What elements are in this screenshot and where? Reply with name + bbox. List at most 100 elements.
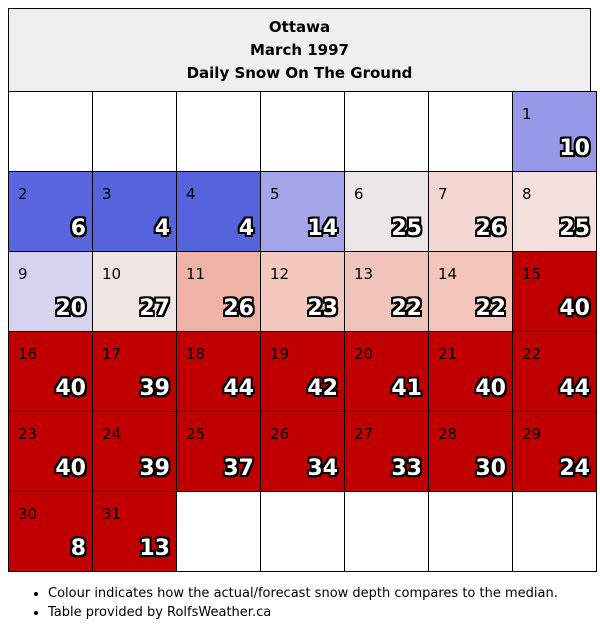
day-cell: 30 8 [8, 491, 93, 572]
day-cell: 25 37 [176, 411, 261, 492]
snow-depth-value: 25 [391, 216, 422, 241]
day-number: 20 [354, 345, 374, 363]
day-cell: 22 44 [512, 331, 597, 412]
day-cell: 17 39 [92, 331, 177, 412]
snow-depth-value: 41 [391, 376, 422, 401]
day-cell: 28 30 [428, 411, 513, 492]
day-number: 3 [102, 185, 112, 203]
day-cell: 19 42 [260, 331, 345, 412]
day-number: 28 [438, 425, 458, 443]
day-cell: 13 22 [344, 251, 429, 332]
day-cell: 26 34 [260, 411, 345, 492]
snow-depth-value: 40 [559, 296, 590, 321]
day-number: 4 [186, 185, 196, 203]
day-number: 30 [18, 505, 38, 523]
day-cell: 6 25 [344, 171, 429, 252]
day-number: 26 [270, 425, 290, 443]
snow-depth-value: 39 [139, 376, 170, 401]
day-cell: 29 24 [512, 411, 597, 492]
empty-day-cell [92, 91, 177, 172]
day-number: 9 [18, 265, 28, 283]
day-cell: 11 26 [176, 251, 261, 332]
day-number: 27 [354, 425, 374, 443]
snow-depth-value: 22 [475, 296, 506, 321]
snow-depth-value: 37 [223, 456, 254, 481]
day-number: 1 [522, 105, 532, 123]
day-number: 23 [18, 425, 38, 443]
snow-depth-value: 6 [70, 216, 86, 241]
snow-depth-value: 27 [139, 296, 170, 321]
snow-depth-value: 30 [475, 456, 506, 481]
snow-depth-value: 34 [307, 456, 338, 481]
calendar-body: 1 10 2 6 3 4 4 4 5 14 6 25 7 26 8 25 9 20 10 27 11 26 12 23 13 22… [8, 91, 597, 572]
snow-depth-value: 25 [559, 216, 590, 241]
credit-note: Table provided by RolfsWeather.ca [48, 603, 558, 622]
empty-day-cell [176, 491, 261, 572]
day-cell: 24 39 [92, 411, 177, 492]
day-cell: 7 26 [428, 171, 513, 252]
week-row: 1 10 [8, 91, 597, 172]
day-number: 29 [522, 425, 542, 443]
day-number: 18 [186, 345, 206, 363]
snow-depth-value: 8 [70, 536, 86, 561]
day-number: 16 [18, 345, 38, 363]
snow-depth-value: 20 [55, 296, 86, 321]
empty-day-cell [8, 91, 93, 172]
day-cell: 10 27 [92, 251, 177, 332]
day-number: 19 [270, 345, 290, 363]
empty-day-cell [176, 91, 261, 172]
day-number: 14 [438, 265, 458, 283]
snow-depth-value: 10 [559, 136, 590, 161]
snow-depth-value: 22 [391, 296, 422, 321]
calendar-header: Ottawa March 1997 Daily Snow On The Grou… [8, 8, 591, 91]
snow-depth-value: 24 [559, 456, 590, 481]
snow-depth-value: 4 [238, 216, 254, 241]
empty-day-cell [344, 91, 429, 172]
day-number: 12 [270, 265, 290, 283]
snow-calendar: Ottawa March 1997 Daily Snow On The Grou… [8, 8, 597, 572]
day-cell: 5 14 [260, 171, 345, 252]
day-number: 6 [354, 185, 364, 203]
day-number: 21 [438, 345, 458, 363]
week-row: 16 40 17 39 18 44 19 42 20 41 21 40 22 44 [8, 331, 597, 412]
day-number: 31 [102, 505, 122, 523]
day-number: 8 [522, 185, 532, 203]
day-cell: 18 44 [176, 331, 261, 412]
day-cell: 1 10 [512, 91, 597, 172]
day-number: 10 [102, 265, 122, 283]
footnotes: Colour indicates how the actual/forecast… [30, 584, 558, 622]
week-row: 9 20 10 27 11 26 12 23 13 22 14 22 15 40 [8, 251, 597, 332]
snow-depth-value: 44 [559, 376, 590, 401]
snow-depth-value: 14 [307, 216, 338, 241]
day-number: 15 [522, 265, 542, 283]
week-row: 2 6 3 4 4 4 5 14 6 25 7 26 8 25 [8, 171, 597, 252]
snow-depth-value: 40 [55, 376, 86, 401]
snow-depth-value: 39 [139, 456, 170, 481]
snow-depth-value: 26 [223, 296, 254, 321]
day-cell: 12 23 [260, 251, 345, 332]
day-number: 13 [354, 265, 374, 283]
day-number: 7 [438, 185, 448, 203]
day-cell: 27 33 [344, 411, 429, 492]
calendar-grid: 1 10 2 6 3 4 4 4 5 14 6 25 7 26 8 25 9 20 10 27 11 26 12 23 13 22… [8, 91, 597, 572]
snow-depth-value: 33 [391, 456, 422, 481]
empty-day-cell [260, 91, 345, 172]
day-cell: 9 20 [8, 251, 93, 332]
empty-day-cell [260, 491, 345, 572]
snow-depth-value: 4 [154, 216, 170, 241]
day-cell: 20 41 [344, 331, 429, 412]
day-cell: 23 40 [8, 411, 93, 492]
day-number: 25 [186, 425, 206, 443]
day-cell: 21 40 [428, 331, 513, 412]
snow-depth-value: 40 [475, 376, 506, 401]
day-cell: 15 40 [512, 251, 597, 332]
snow-depth-value: 42 [307, 376, 338, 401]
day-cell: 16 40 [8, 331, 93, 412]
empty-day-cell [428, 91, 513, 172]
colour-note: Colour indicates how the actual/forecast… [48, 584, 558, 603]
city-title: Ottawa [268, 18, 331, 36]
metric-title: Daily Snow On The Ground [186, 64, 413, 82]
